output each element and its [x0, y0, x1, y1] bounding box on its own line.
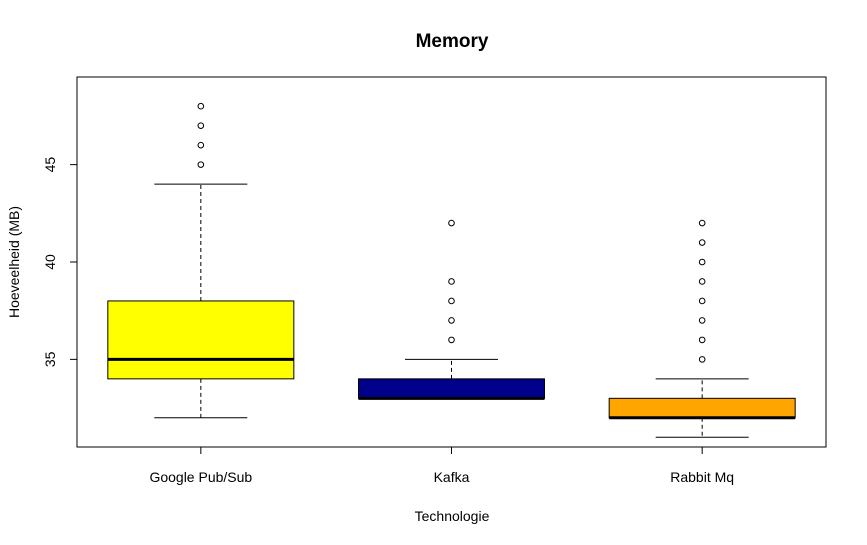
x-axis: Google Pub/Sub Kafka Rabbit Mq: [149, 446, 734, 485]
y-tick-label: 45: [42, 157, 58, 173]
outlier-point: [197, 141, 205, 149]
outlier-point: [698, 297, 706, 305]
outlier-point: [698, 258, 706, 266]
y-axis: 35 40 45: [42, 157, 78, 367]
box-google-pub-sub: [107, 102, 295, 419]
boxes-group: [107, 102, 796, 438]
outlier-point: [448, 336, 455, 344]
outlier-point: [197, 122, 205, 129]
outlier-point: [448, 317, 455, 324]
iqr-box: [107, 300, 295, 380]
outlier-point: [698, 219, 706, 227]
outlier-point: [448, 278, 455, 285]
y-axis-label: Hoeveelheid (MB): [6, 206, 22, 318]
x-axis-label: Technologie: [415, 508, 490, 524]
outlier-point: [448, 219, 455, 227]
outlier-point: [197, 102, 205, 110]
x-tick-label: Google Pub/Sub: [149, 469, 252, 485]
box-rabbit-mq: [608, 219, 796, 438]
iqr-box: [358, 378, 545, 399]
outlier-point: [448, 297, 455, 305]
outlier-point: [698, 239, 706, 246]
x-tick-label: Kafka: [434, 469, 470, 485]
x-tick-label: Rabbit Mq: [670, 469, 734, 485]
outlier-point: [698, 336, 706, 344]
chart-title: Memory: [416, 31, 489, 52]
y-tick-label: 40: [42, 254, 58, 270]
outlier-point: [698, 317, 706, 324]
iqr-box: [608, 397, 796, 419]
box-kafka: [358, 219, 545, 400]
outlier-point: [197, 161, 205, 168]
outlier-point: [698, 278, 706, 285]
outlier-point: [698, 356, 706, 363]
y-tick-label: 35: [42, 351, 58, 367]
